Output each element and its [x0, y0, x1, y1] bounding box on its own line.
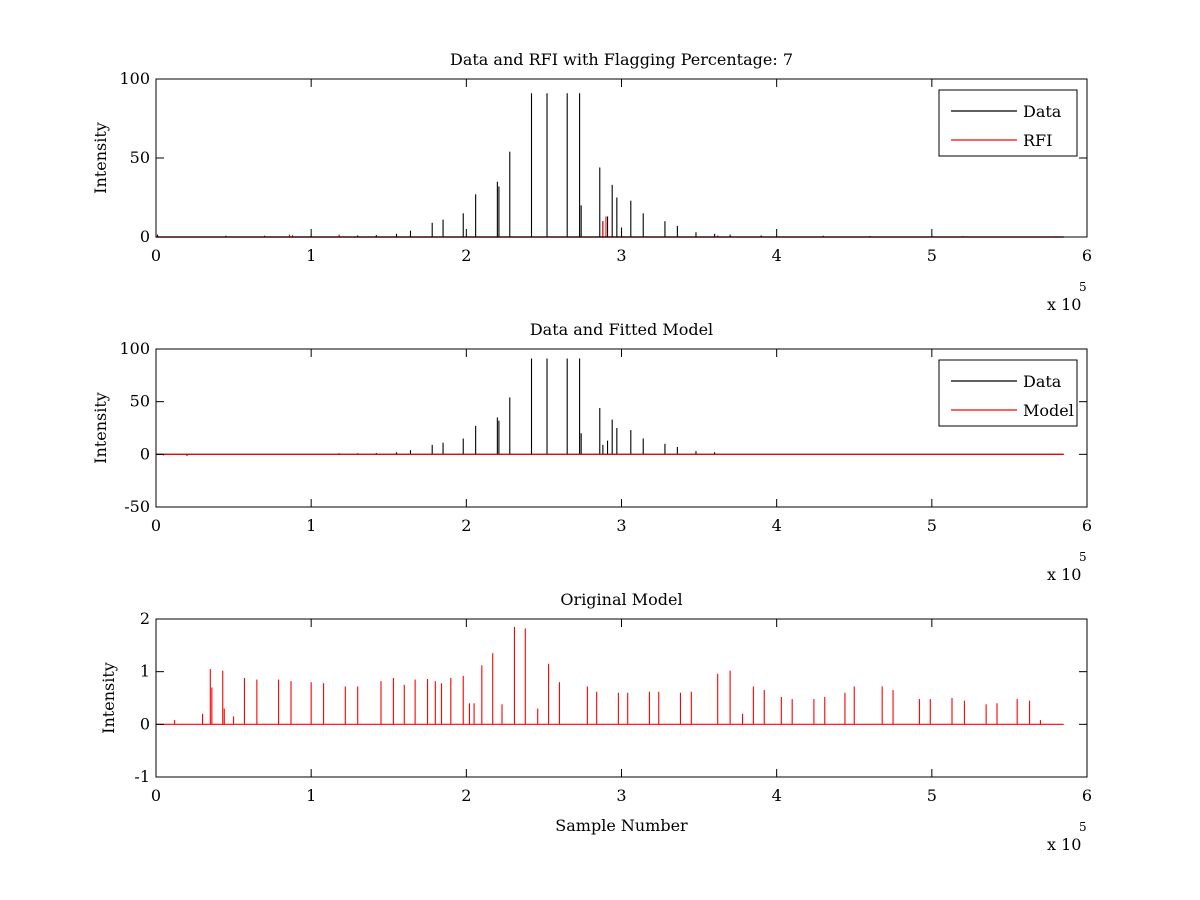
x-tick-label: 4 [772, 786, 782, 805]
x-exponent-base: x 10 [1047, 565, 1081, 584]
x-tick-label: 1 [306, 786, 316, 805]
x-exponent-power: 5 [1079, 550, 1087, 564]
legend-label: Data [1023, 102, 1062, 121]
x-tick-label: 2 [461, 786, 471, 805]
y-tick-label: 0 [140, 227, 150, 246]
y-tick-label: 1 [140, 662, 150, 681]
x-axis-label: Sample Number [555, 816, 688, 835]
y-tick-label: 50 [130, 148, 150, 167]
y-tick-label: 0 [140, 444, 150, 463]
x-tick-label: 5 [927, 246, 937, 265]
legend: Data Model [938, 359, 1078, 427]
x-exponent-power: 5 [1079, 280, 1087, 294]
legend-box [938, 89, 1078, 157]
x-tick-label: 1 [306, 246, 316, 265]
y-axis-label: Intensity [99, 662, 118, 734]
panel-original-model: Original Model Intensity Sample Number x… [99, 590, 1092, 854]
y-axis-label: Intensity [91, 122, 110, 194]
panel-title: Data and RFI with Flagging Percentage: 7 [450, 50, 793, 69]
plot-area [156, 349, 1087, 507]
plot-area [156, 79, 1087, 237]
legend-box [938, 359, 1078, 427]
y-tick-label: 50 [130, 392, 150, 411]
legend-label: Data [1023, 372, 1062, 391]
x-tick-label: 5 [927, 786, 937, 805]
x-tick-label: 2 [461, 516, 471, 535]
x-tick-label: 5 [927, 516, 937, 535]
x-tick-label: 4 [772, 246, 782, 265]
plot-area [156, 619, 1087, 777]
x-exponent-power: 5 [1079, 820, 1087, 834]
panel-title: Original Model [560, 590, 682, 609]
y-tick-label: 100 [119, 69, 150, 88]
legend-label: Model [1023, 401, 1074, 420]
panel-title: Data and Fitted Model [530, 320, 713, 339]
y-tick-label: -1 [134, 767, 150, 786]
x-tick-label: 6 [1082, 246, 1092, 265]
x-tick-label: 3 [616, 246, 626, 265]
y-tick-label: 0 [140, 714, 150, 733]
x-tick-label: 3 [616, 786, 626, 805]
x-tick-label: 0 [151, 786, 161, 805]
y-tick-label: 100 [119, 339, 150, 358]
series-model [156, 626, 1064, 725]
x-tick-label: 0 [151, 246, 161, 265]
x-exponent-base: x 10 [1047, 295, 1081, 314]
x-tick-label: 2 [461, 246, 471, 265]
x-tick-label: 6 [1082, 786, 1092, 805]
x-tick-label: 3 [616, 516, 626, 535]
panel-fitted-model: Data and Fitted Model Intensity x 10 5 0… [91, 320, 1092, 584]
panel-rfi: Data and RFI with Flagging Percentage: 7… [91, 50, 1092, 314]
x-tick-label: 1 [306, 516, 316, 535]
legend-label: RFI [1023, 131, 1052, 150]
y-axis-label: Intensity [91, 392, 110, 464]
x-exponent-base: x 10 [1047, 835, 1081, 854]
x-tick-label: 0 [151, 516, 161, 535]
y-tick-label: 2 [140, 609, 150, 628]
x-tick-label: 4 [772, 516, 782, 535]
legend: Data RFI [938, 89, 1078, 157]
y-tick-label: -50 [124, 497, 150, 516]
x-tick-label: 6 [1082, 516, 1092, 535]
